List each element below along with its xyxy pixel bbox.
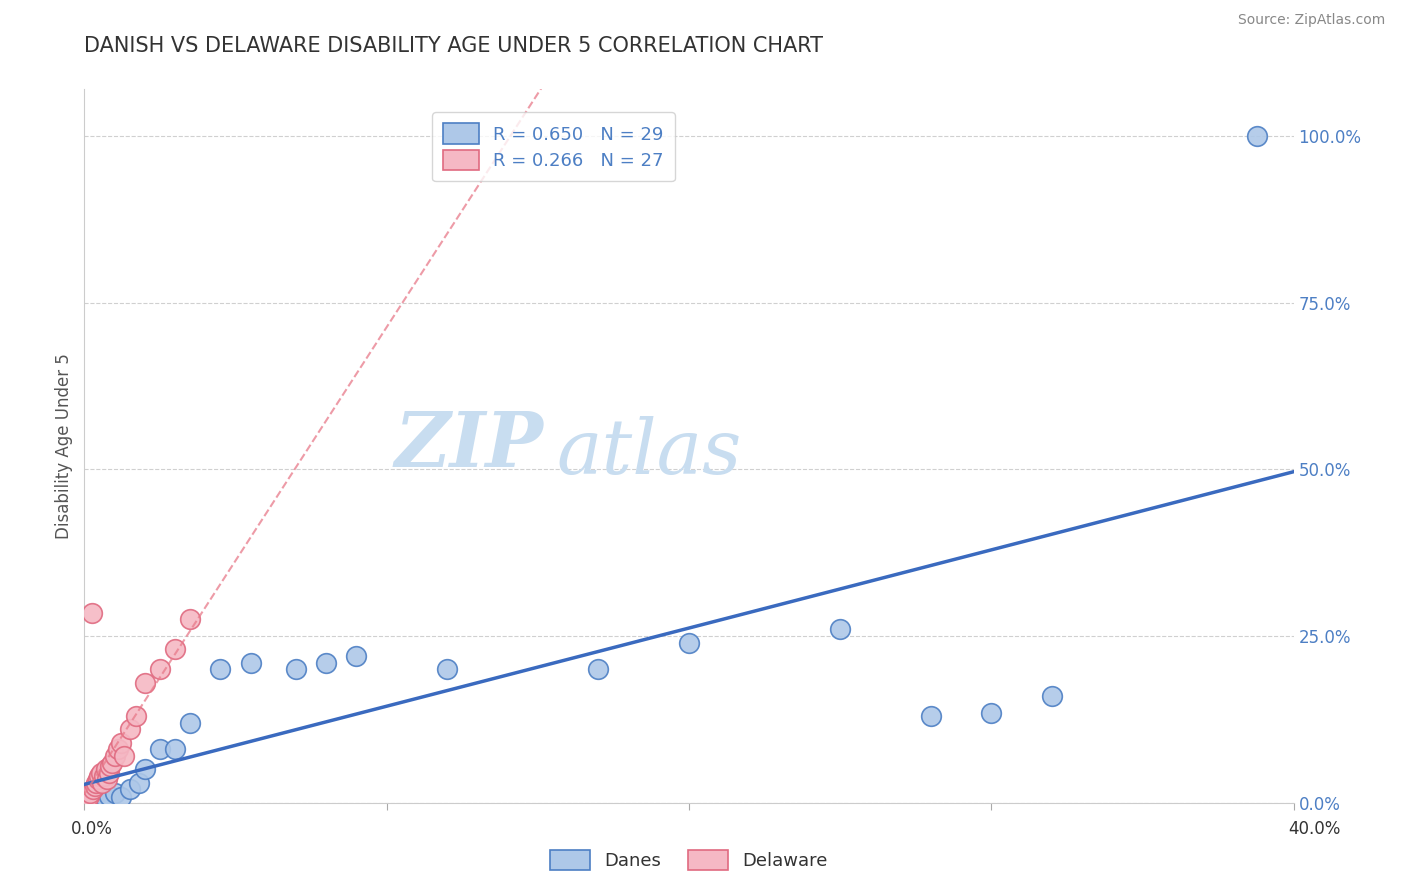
Point	[678, 636, 700, 650]
Point	[1040, 689, 1063, 703]
Point	[77, 789, 100, 804]
Point	[980, 706, 1002, 720]
Point	[98, 759, 121, 773]
Text: Source: ZipAtlas.com: Source: ZipAtlas.com	[1237, 13, 1385, 28]
Point	[93, 769, 115, 783]
Point	[100, 756, 122, 770]
Point	[346, 649, 368, 664]
Point	[91, 794, 114, 808]
Text: DANISH VS DELAWARE DISABILITY AGE UNDER 5 CORRELATION CHART: DANISH VS DELAWARE DISABILITY AGE UNDER …	[84, 36, 824, 55]
Text: ZIP: ZIP	[395, 409, 544, 483]
Point	[134, 675, 156, 690]
Point	[79, 794, 101, 808]
Point	[87, 772, 110, 787]
Point	[96, 772, 118, 787]
Point	[79, 786, 101, 800]
Point	[110, 790, 132, 805]
Point	[82, 792, 104, 806]
Point	[107, 742, 129, 756]
Point	[90, 765, 112, 780]
Legend: Danes, Delaware: Danes, Delaware	[541, 840, 837, 880]
Point	[1246, 128, 1268, 143]
Point	[179, 612, 201, 626]
Point	[165, 742, 187, 756]
Text: 0.0%: 0.0%	[70, 820, 112, 838]
Point	[920, 709, 942, 723]
Point	[588, 662, 610, 676]
Point	[436, 662, 458, 676]
Point	[94, 792, 117, 806]
Point	[149, 742, 172, 756]
Point	[86, 790, 108, 805]
Point	[97, 765, 120, 780]
Point	[82, 782, 104, 797]
Point	[76, 792, 98, 806]
Point	[91, 776, 114, 790]
Text: 40.0%: 40.0%	[1288, 820, 1341, 838]
Point	[97, 789, 120, 804]
Point	[80, 606, 103, 620]
Point	[128, 776, 150, 790]
Point	[284, 662, 308, 676]
Point	[104, 786, 127, 800]
Point	[104, 749, 127, 764]
Point	[112, 749, 135, 764]
Text: atlas: atlas	[555, 417, 741, 490]
Point	[125, 709, 148, 723]
Point	[830, 623, 852, 637]
Point	[315, 656, 337, 670]
Point	[118, 782, 141, 797]
Point	[110, 736, 132, 750]
Point	[89, 792, 111, 806]
Y-axis label: Disability Age Under 5: Disability Age Under 5	[55, 353, 73, 539]
Point	[149, 662, 172, 676]
Point	[89, 769, 111, 783]
Point	[209, 662, 232, 676]
Point	[84, 779, 107, 793]
Point	[179, 715, 201, 730]
Point	[239, 656, 262, 670]
Point	[94, 763, 117, 777]
Point	[76, 792, 98, 806]
Point	[165, 642, 187, 657]
Point	[118, 723, 141, 737]
Point	[134, 763, 156, 777]
Point	[86, 776, 108, 790]
